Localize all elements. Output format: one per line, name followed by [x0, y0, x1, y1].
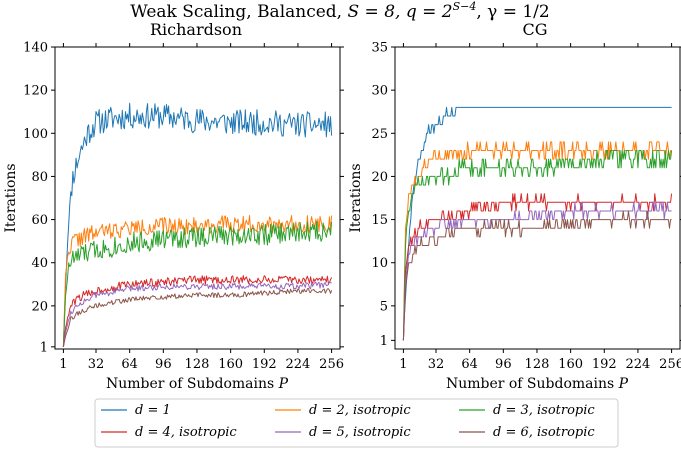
- legend: d = 1 d = 2, isotropic d = 3, isotropic d =…: [94, 398, 619, 448]
- cg-axes-frame: [394, 46, 681, 350]
- cg-x-tick-label: 256: [659, 357, 681, 372]
- richardson-xlabel: Number of Subdomains P: [106, 376, 289, 392]
- richardson-y-tick-label: 40: [31, 256, 48, 271]
- cg-y-tick-label: 20: [371, 170, 388, 185]
- richardson-x-tick-label: 160: [218, 357, 243, 372]
- richardson-x-tick-label: 256: [319, 357, 344, 372]
- richardson-axes-frame: [54, 46, 341, 350]
- richardson-y-tick-label: 100: [23, 127, 48, 142]
- cg-x-tick-label: 224: [626, 357, 651, 372]
- richardson-y-tick-label: 60: [31, 213, 48, 228]
- richardson-x-tick-label: 224: [286, 357, 311, 372]
- cg-series-line-d3: [402, 150, 673, 341]
- cg-y-tick-label: 25: [371, 127, 388, 142]
- richardson-ylabel: Iterations: [3, 163, 19, 232]
- richardson-x-ticks: 1 32 64 96 128 160 192 224 256: [59, 43, 344, 372]
- richardson-y-tick-label: 140: [23, 41, 48, 56]
- cg-series-line-d6: [402, 210, 672, 341]
- cg-title: CG: [522, 20, 547, 39]
- cg-ylabel: Iterations: [348, 163, 364, 232]
- cg-y-tick-label: 30: [371, 84, 388, 99]
- richardson-y-tick-label: 80: [31, 170, 48, 185]
- richardson-series-line-d3: [62, 220, 333, 347]
- richardson-panel: Richardson 1 32 64 96 128 160 192 224 256 120406…: [3, 20, 344, 392]
- cg-x-tick-label: 192: [592, 357, 617, 372]
- cg-x-tick-label: 64: [461, 357, 478, 372]
- legend-label-d1: d = 1: [135, 403, 171, 418]
- cg-x-tick-label: 1: [399, 357, 407, 372]
- cg-x-tick-label: 32: [428, 357, 445, 372]
- cg-series-line-d4: [402, 193, 673, 341]
- richardson-y-tick-label: 120: [23, 84, 48, 99]
- cg-series: [402, 106, 673, 341]
- cg-y-tick-label: 5: [380, 299, 388, 314]
- richardson-y-tick-label: 20: [31, 299, 48, 314]
- richardson-series-line-d4: [62, 275, 333, 347]
- cg-y-tick-label: 10: [371, 256, 388, 271]
- legend-label-d3: d = 3, isotropic: [493, 403, 595, 418]
- cg-series-line-d5: [402, 201, 672, 341]
- richardson-title: Richardson: [150, 20, 242, 39]
- cg-x-ticks: 1 32 64 96 128 160 192 224 256: [399, 43, 681, 372]
- cg-y-tick-label: 35: [371, 41, 388, 56]
- cg-y-tick-label: 15: [371, 213, 388, 228]
- richardson-x-tick-label: 192: [252, 357, 277, 372]
- cg-x-tick-label: 160: [558, 357, 583, 372]
- legend-label-d6: d = 6, isotropic: [493, 425, 595, 440]
- richardson-y-tick-label: 1: [40, 340, 48, 355]
- cg-x-tick-label: 128: [525, 357, 550, 372]
- richardson-x-tick-label: 96: [155, 357, 172, 372]
- cg-xlabel: Number of Subdomains P: [446, 376, 629, 392]
- legend-box: [94, 398, 619, 448]
- legend-label-d4: d = 4, isotropic: [135, 425, 237, 440]
- richardson-x-tick-label: 128: [185, 357, 210, 372]
- richardson-x-tick-label: 32: [88, 357, 105, 372]
- richardson-x-tick-label: 1: [59, 357, 67, 372]
- richardson-x-tick-label: 64: [121, 357, 138, 372]
- cg-panel: CG 1 32 64 96 128 160 192 224 256 15101520253035…: [348, 20, 681, 392]
- cg-y-tick-label: 1: [380, 334, 388, 349]
- figure-suptitle: Weak Scaling, Balanced, S = 8, q = 2S−4,…: [130, 0, 549, 22]
- richardson-series-line-d1: [62, 102, 333, 347]
- richardson-series-line-d6: [62, 288, 333, 347]
- cg-x-tick-label: 96: [495, 357, 512, 372]
- legend-label-d2: d = 2, isotropic: [309, 403, 411, 418]
- richardson-series-line-d5: [62, 281, 332, 347]
- richardson-series: [62, 102, 333, 347]
- legend-label-d5: d = 5, isotropic: [309, 425, 411, 440]
- cg-series-line-d1: [402, 106, 672, 341]
